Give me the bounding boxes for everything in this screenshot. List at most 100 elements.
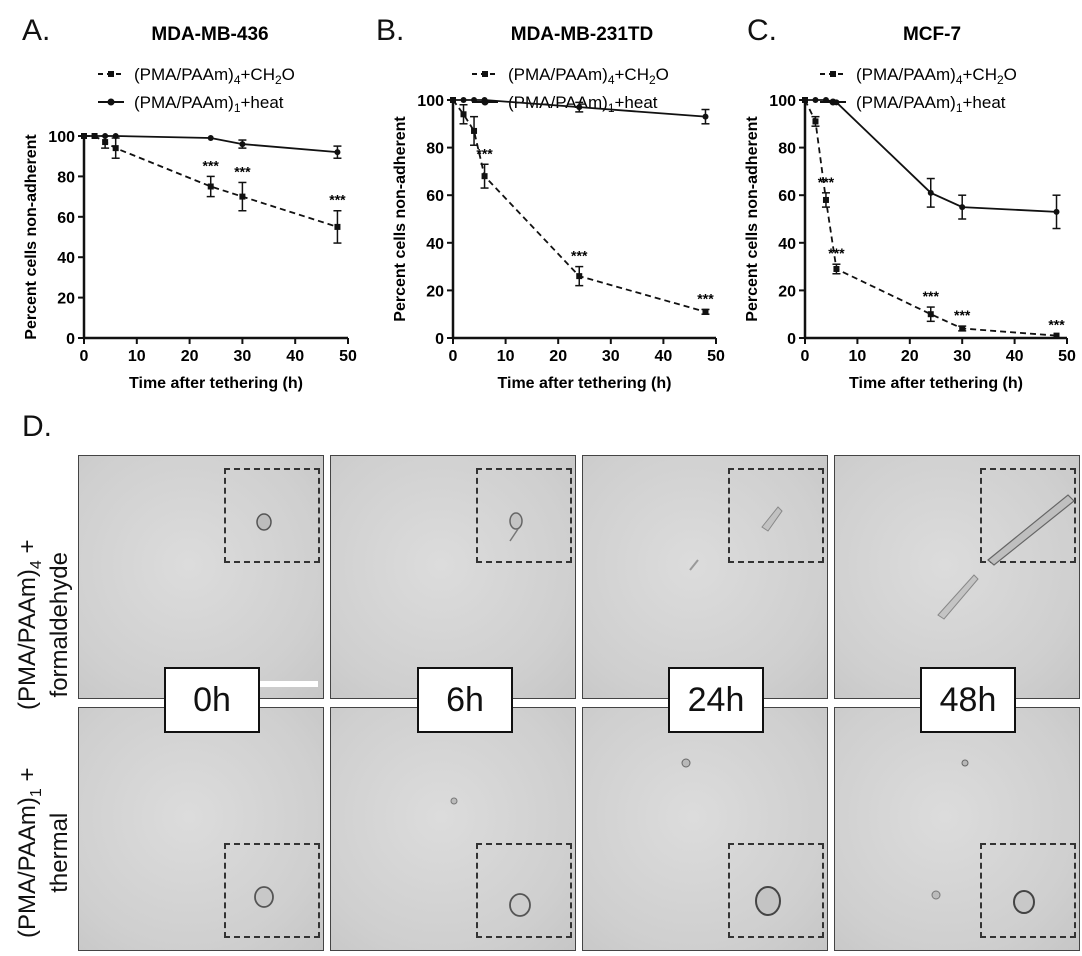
significance-label: *** xyxy=(203,157,220,173)
significance-label: *** xyxy=(1048,317,1065,333)
data-point-circle xyxy=(927,189,934,196)
inset-box xyxy=(980,468,1076,563)
data-point-square xyxy=(239,193,246,200)
legend-label-series2: (PMA/PAAm)1+heat xyxy=(856,93,1006,115)
inset-box xyxy=(224,468,320,563)
legend-marker-series2 xyxy=(107,98,115,106)
panel-letter-d: D. xyxy=(22,410,52,443)
y-tick-label: 100 xyxy=(417,93,444,110)
chart-title: MCF-7 xyxy=(903,24,961,45)
data-point-circle xyxy=(450,97,456,103)
data-point-square xyxy=(471,127,478,134)
y-axis-label: Percent cells non-adherent xyxy=(392,116,409,322)
chart-mda-mb-231td: MDA-MB-231TD(PMA/PAAm)4+CH2O(PMA/PAAm)1+… xyxy=(392,24,725,392)
y-tick-label: 60 xyxy=(426,188,444,205)
legend-marker-series1 xyxy=(482,71,488,77)
data-point-circle xyxy=(959,204,966,211)
y-tick-label: 40 xyxy=(426,236,444,253)
y-tick-label: 20 xyxy=(426,283,444,300)
significance-label: *** xyxy=(818,174,835,190)
data-point-circle xyxy=(702,113,709,120)
micrograph-r2-48h xyxy=(834,707,1080,951)
y-tick-label: 0 xyxy=(66,331,75,348)
micrograph-r2-0h xyxy=(78,707,324,951)
x-tick-label: 50 xyxy=(1058,348,1076,365)
data-point-circle xyxy=(576,104,583,111)
x-tick-label: 0 xyxy=(80,348,89,365)
legend-label-series1: (PMA/PAAm)4+CH2O xyxy=(508,65,669,87)
y-axis-label: Percent cells non-adherent xyxy=(23,134,40,340)
significance-label: *** xyxy=(234,163,251,179)
data-point-circle xyxy=(334,149,341,156)
y-tick-label: 20 xyxy=(57,291,75,308)
legend-label-series1: (PMA/PAAm)4+CH2O xyxy=(856,65,1017,87)
chart-mda-mb-436: MDA-MB-436 (PMA/PAAm)4+CH2O (PMA/PAAm)1+he… xyxy=(23,24,357,392)
data-point-circle xyxy=(102,133,109,139)
legend-label-series1: (PMA/PAAm)4+CH2O xyxy=(134,65,295,87)
data-point-circle xyxy=(812,97,819,103)
x-tick-label: 0 xyxy=(801,348,810,365)
y-tick-label: 40 xyxy=(57,250,75,267)
inset-box xyxy=(476,468,572,563)
y-tick-label: 60 xyxy=(57,210,75,227)
y-tick-label: 20 xyxy=(778,283,796,300)
chart-title: MDA-MB-436 xyxy=(151,24,268,45)
data-point-square xyxy=(833,265,840,272)
x-axis-label: Time after tethering (h) xyxy=(849,375,1023,392)
significance-label: *** xyxy=(329,192,346,208)
x-axis-label: Time after tethering (h) xyxy=(129,375,303,392)
data-point-circle xyxy=(471,97,478,103)
data-point-square xyxy=(460,111,467,118)
data-point-square xyxy=(702,308,709,315)
y-tick-label: 40 xyxy=(778,236,796,253)
y-tick-label: 100 xyxy=(48,129,75,146)
data-point-circle xyxy=(822,97,829,103)
legend-label-series2: (PMA/PAAm)1+heat xyxy=(134,93,284,115)
data-point-square xyxy=(102,139,109,146)
chart-mcf-7: MCF-7 (PMA/PAAm)4+CH2O (PMA/PAAm)1+heat 0 10… xyxy=(744,24,1076,392)
x-tick-label: 30 xyxy=(602,348,620,365)
x-tick-label: 0 xyxy=(449,348,458,365)
data-point-circle xyxy=(833,99,840,106)
data-point-square xyxy=(334,223,341,230)
data-point-square xyxy=(812,118,819,125)
data-point-square xyxy=(481,173,488,180)
significance-label: *** xyxy=(828,245,845,261)
x-tick-label: 20 xyxy=(549,348,567,365)
chart-title: MDA-MB-231TD xyxy=(511,24,654,45)
data-point-circle xyxy=(1053,208,1060,215)
significance-label: *** xyxy=(476,145,493,161)
panel-letter-b: B. xyxy=(376,14,405,47)
data-point-square xyxy=(959,325,966,332)
time-label-24h: 24h xyxy=(668,667,764,733)
x-tick-label: 50 xyxy=(339,348,357,365)
data-point-square xyxy=(576,273,583,280)
y-tick-label: 0 xyxy=(787,331,796,348)
panel-letter-c: C. xyxy=(747,14,777,47)
y-tick-label: 80 xyxy=(426,141,444,158)
row-label-formaldehyde: (PMA/PAAm)4 + formaldehyde xyxy=(14,539,73,711)
micrograph-grid: 0h 6h 24h 48h xyxy=(78,455,1082,956)
micrograph-r1-48h xyxy=(834,455,1080,699)
data-point-circle xyxy=(481,97,488,103)
significance-label: *** xyxy=(697,290,714,306)
row-label-thermal: (PMA/PAAm)1 + thermal xyxy=(14,767,73,939)
data-point-circle xyxy=(239,141,246,148)
x-tick-label: 50 xyxy=(707,348,725,365)
legend-marker-series1 xyxy=(830,71,836,77)
micrograph-r2-6h xyxy=(330,707,576,951)
data-point-square xyxy=(112,145,119,152)
x-axis-label: Time after tethering (h) xyxy=(498,375,672,392)
data-point-square xyxy=(207,183,214,190)
data-point-circle xyxy=(460,97,467,103)
time-label-48h: 48h xyxy=(920,667,1016,733)
x-tick-label: 10 xyxy=(128,348,146,365)
panel-letter-a: A. xyxy=(22,14,51,47)
data-point-circle xyxy=(802,97,808,103)
micrograph-r1-6h xyxy=(330,455,576,699)
x-tick-label: 20 xyxy=(181,348,199,365)
significance-label: *** xyxy=(571,248,588,264)
x-tick-label: 40 xyxy=(1006,348,1024,365)
y-tick-label: 60 xyxy=(778,188,796,205)
data-point-circle xyxy=(112,133,119,139)
